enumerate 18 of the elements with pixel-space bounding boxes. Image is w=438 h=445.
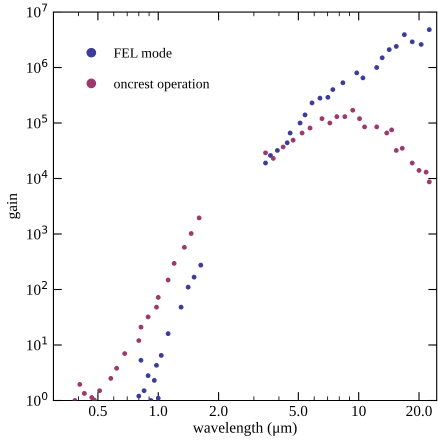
y-tick-label: 10$^{1}$ xyxy=(27,336,48,350)
x-tick-label: 0.5 xyxy=(88,406,107,416)
x-tick-label: 20.0 xyxy=(406,406,432,416)
x-tick-label: 10 xyxy=(352,406,366,416)
legend-label: oncrest operation xyxy=(114,79,210,92)
y-tick-label: 10$^{6}$ xyxy=(27,59,48,73)
x-axis-title: wavelength (μm) xyxy=(192,422,297,436)
y-tick-label: 10$^{3}$ xyxy=(27,226,48,240)
x-tick-label: 1.0 xyxy=(150,406,168,416)
y-tick-label: 10$^{0}$ xyxy=(27,392,48,406)
y-tick-label: 10$^{5}$ xyxy=(27,114,48,128)
y-tick-label: 10$^{2}$ xyxy=(27,281,47,295)
x-tick-label: 2.0 xyxy=(210,406,228,416)
legend-label: FEL mode xyxy=(114,48,172,58)
y-tick-label: 10$^{7}$ xyxy=(27,4,48,18)
x-tick-label: 5.0 xyxy=(290,406,308,416)
y-axis-title: gain xyxy=(6,193,20,219)
y-tick-label: 10$^{4}$ xyxy=(27,170,48,184)
